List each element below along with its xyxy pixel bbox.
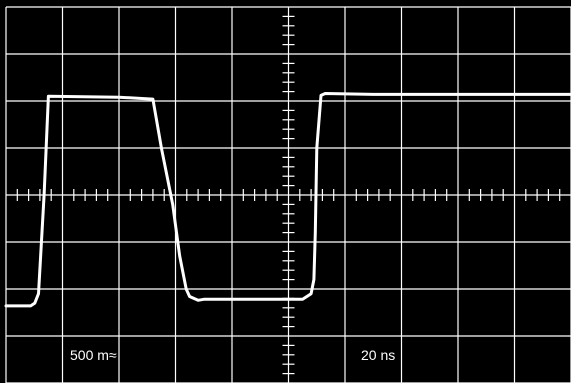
time-per-division-readout: 20 ns bbox=[361, 347, 396, 363]
volts-per-division-readout: 500 m≈ bbox=[70, 347, 117, 363]
signal-trace bbox=[4, 92, 571, 308]
